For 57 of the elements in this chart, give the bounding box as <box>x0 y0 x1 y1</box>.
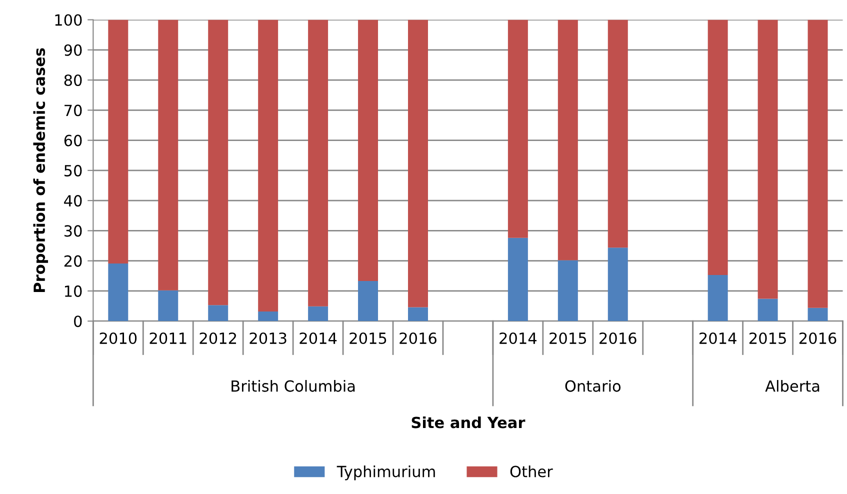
x-axis-title: Site and Year <box>412 416 526 428</box>
y-tick-label: 70 <box>64 104 82 116</box>
y-tick-label: 100 <box>55 14 82 26</box>
x-tick-label: 2016 <box>600 332 636 344</box>
x-tick-label: 2016 <box>400 332 436 344</box>
bar <box>558 260 578 322</box>
bar <box>308 20 328 306</box>
x-tick-label: 2013 <box>250 332 286 344</box>
y-tick-label: 90 <box>64 44 82 56</box>
bar <box>158 290 178 322</box>
bar <box>508 20 528 238</box>
y-tick-label: 60 <box>64 134 82 146</box>
x-tick-label: 2012 <box>200 332 236 344</box>
y-tick-label: 10 <box>64 285 82 297</box>
x-tick-label: 2016 <box>799 332 836 344</box>
bar <box>408 20 428 308</box>
x-tick-label: 2011 <box>150 332 186 344</box>
bar <box>208 20 228 306</box>
bar <box>358 281 378 322</box>
bar <box>758 20 778 299</box>
bar <box>808 308 828 322</box>
y-tick-label: 50 <box>64 164 82 176</box>
x-tick-label: 2015 <box>749 332 786 344</box>
bar <box>708 20 728 275</box>
y-tick-label: 20 <box>64 255 82 267</box>
bar <box>608 20 628 248</box>
bar <box>158 20 178 290</box>
y-tick-label: 80 <box>64 74 82 86</box>
legend-label: Typhimurium <box>336 465 435 480</box>
bar <box>558 20 578 260</box>
bar <box>308 306 328 322</box>
x-tick-label: 2014 <box>700 332 736 344</box>
bar <box>258 20 278 312</box>
text: British Columbia <box>232 380 355 392</box>
bar <box>358 20 378 282</box>
bar <box>758 298 778 322</box>
bar <box>608 248 628 322</box>
bar <box>108 20 128 264</box>
bar <box>808 20 828 308</box>
bar <box>208 305 228 322</box>
bar <box>508 238 528 322</box>
x-tick-label: 2010 <box>100 332 137 344</box>
bar <box>708 274 728 322</box>
x-tick-label: 2014 <box>300 332 337 344</box>
y-axis-title: Proportion of endemic cases <box>33 48 48 292</box>
text: Ontario <box>565 380 621 392</box>
bar <box>258 311 278 322</box>
y-tick-label: 30 <box>64 225 82 237</box>
y-tick-label: 40 <box>64 195 82 207</box>
x-tick-label: 2014 <box>500 332 537 344</box>
bar <box>108 264 128 322</box>
text: Alberta <box>765 380 820 392</box>
x-tick-label: 2015 <box>550 332 586 344</box>
legend-label: Other <box>510 465 553 478</box>
y-tick-label: 0 <box>74 316 82 328</box>
x-tick-label: 2015 <box>350 332 386 344</box>
bar <box>408 307 428 322</box>
